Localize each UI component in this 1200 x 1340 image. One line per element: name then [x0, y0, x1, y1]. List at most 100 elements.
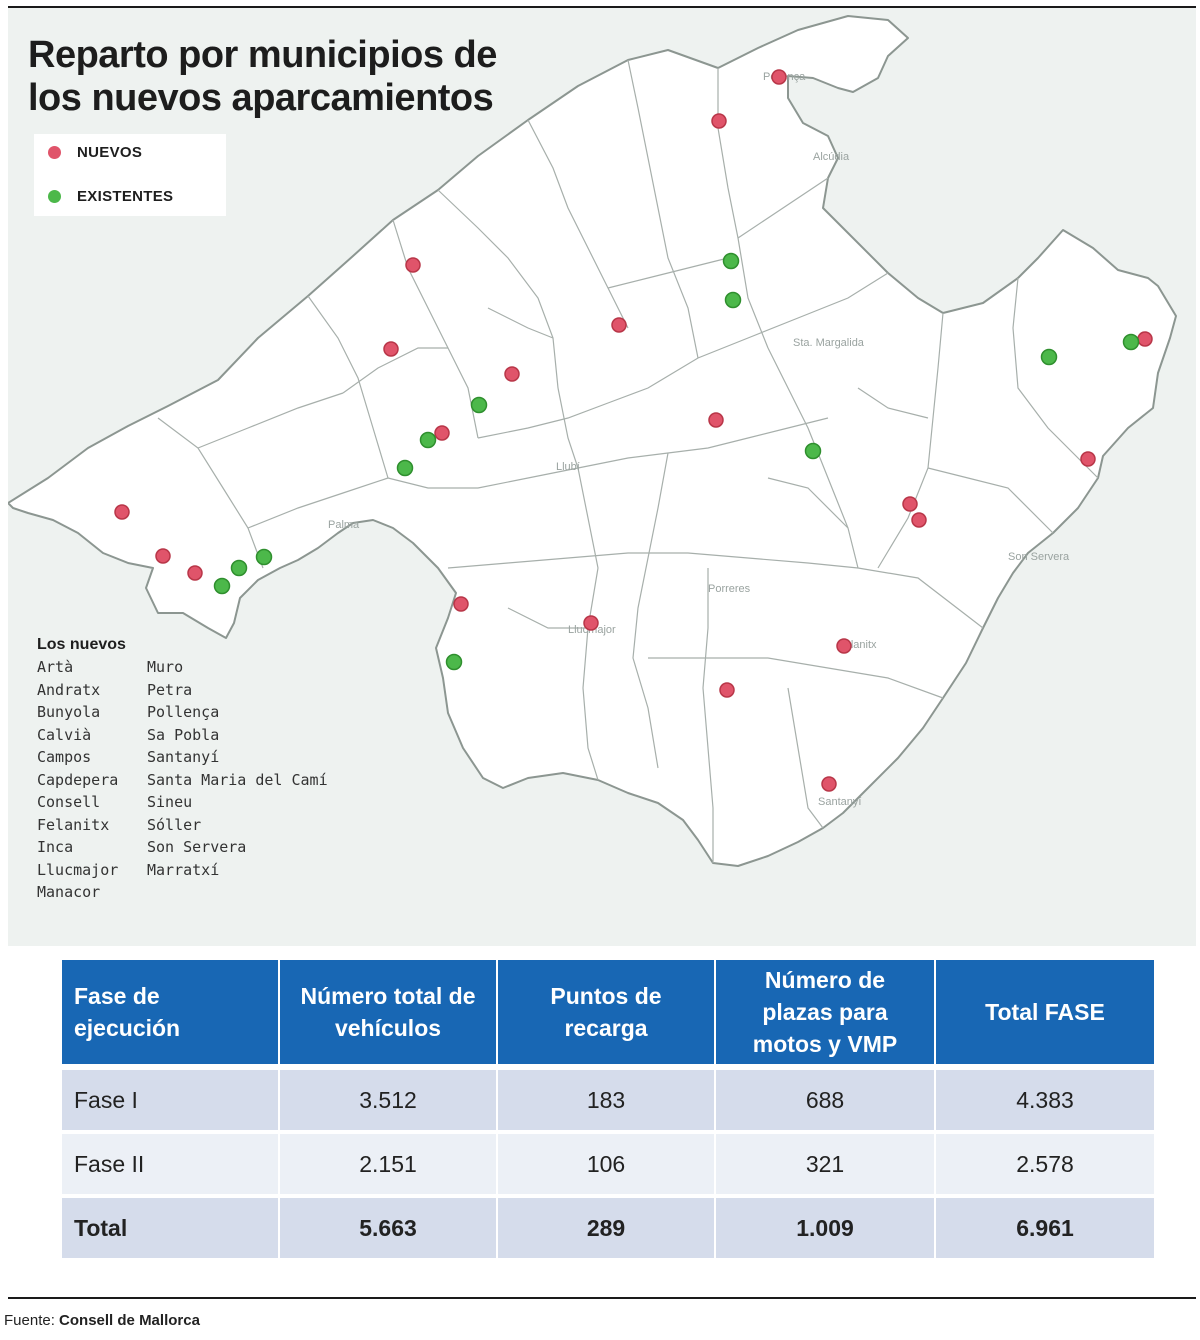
source-label: Fuente: — [4, 1312, 55, 1329]
map-area: Pollença Alcúdia Sta. Margalida Llubí Pa… — [8, 8, 1196, 946]
map-marker-nuevo — [453, 596, 469, 612]
municipality-item: Llucmajor — [37, 860, 119, 879]
table-header-row: Fase de ejecución Número total de vehícu… — [62, 960, 1154, 1070]
map-marker-existente — [255, 548, 273, 566]
municipality-item: Santa Maria del Camí — [147, 770, 328, 789]
map-marker-existente — [470, 396, 488, 414]
table-cell: 321 — [716, 1134, 936, 1198]
municipality-item: Artà — [37, 658, 74, 676]
municipality-item: Sóller — [147, 815, 202, 834]
map-marker-nuevo — [187, 565, 203, 581]
svg-text:Palma: Palma — [328, 519, 360, 531]
svg-text:Llubí: Llubí — [556, 461, 580, 473]
header-vehiculos: Número total de vehículos — [280, 960, 498, 1070]
municipality-item: Bunyola — [37, 703, 101, 721]
map-marker-nuevo — [911, 512, 927, 528]
municipality-item: Consell — [37, 793, 101, 811]
svg-text:Son Servera: Son Servera — [1008, 551, 1070, 563]
legend-label-nuevos: NUEVOS — [77, 143, 143, 161]
new-list-col2: Muro Petra Pollença Sa Pobla Santanyí Sa… — [147, 656, 328, 881]
svg-text:Porreres: Porreres — [708, 583, 751, 595]
municipality-item: Inca — [37, 838, 74, 856]
map-marker-nuevo — [383, 341, 399, 357]
municipality-item: Sineu — [147, 793, 193, 811]
table-cell: 106 — [498, 1134, 716, 1198]
legend-label-existentes: EXISTENTES — [77, 187, 174, 205]
existentes-markers — [213, 252, 1140, 671]
table-cell: Fase II — [62, 1134, 280, 1198]
table-cell: 688 — [716, 1070, 936, 1134]
table-cell: Fase I — [62, 1070, 280, 1134]
map-marker-nuevo — [836, 638, 852, 654]
source-value: Consell de Mallorca — [59, 1312, 200, 1329]
municipality-item: Muro — [147, 658, 184, 676]
map-marker-nuevo — [1080, 451, 1096, 467]
table-cell: 183 — [498, 1070, 716, 1134]
red-dot-icon — [48, 145, 61, 159]
map-marker-nuevo — [771, 69, 787, 85]
table-row-total: Total 5.663 289 1.009 6.961 — [62, 1198, 1154, 1262]
map-marker-nuevo — [583, 615, 599, 631]
map-marker-existente — [396, 459, 414, 477]
svg-text:Alcúdia: Alcúdia — [813, 151, 850, 163]
municipality-item: Felanitx — [37, 815, 110, 834]
map-marker-nuevo — [434, 425, 450, 441]
map-marker-existente — [445, 653, 463, 671]
svg-text:Sta. Margalida: Sta. Margalida — [793, 337, 865, 349]
legend-item-nuevos: NUEVOS — [48, 142, 142, 162]
map-marker-existente — [1122, 333, 1140, 351]
new-list-heading: Los nuevos — [37, 636, 126, 653]
header-plazas-motos: Número de plazas para motos y VMP — [716, 960, 936, 1070]
table-cell: 2.578 — [936, 1134, 1154, 1198]
svg-text:Santanyí: Santanyí — [818, 796, 861, 808]
map-marker-nuevo — [902, 496, 918, 512]
legend-item-existentes: EXISTENTES — [48, 186, 173, 206]
municipality-item: Manacor — [37, 883, 101, 901]
municipality-item: Sa Pobla — [147, 725, 220, 744]
map-marker-existente — [419, 431, 437, 449]
mallorca-map: Pollença Alcúdia Sta. Margalida Llubí Pa… — [8, 15, 1177, 867]
map-marker-existente — [230, 559, 248, 577]
municipality-item: Calvià — [37, 725, 92, 744]
municipality-item: Andratx — [37, 680, 101, 699]
map-marker-existente — [804, 442, 822, 460]
page-title: Reparto por municipios de los nuevos apa… — [28, 34, 497, 119]
table-cell: 5.663 — [280, 1198, 498, 1262]
table-cell: 289 — [498, 1198, 716, 1262]
map-legend: NUEVOS EXISTENTES — [34, 134, 226, 216]
table-cell: 1.009 — [716, 1198, 936, 1262]
new-list-col1: Artà Andratx Bunyola Calvià Campos Capde… — [37, 656, 118, 904]
municipality-item: Santanyí — [147, 748, 220, 766]
map-marker-nuevo — [114, 504, 130, 520]
map-marker-nuevo — [821, 776, 837, 792]
map-marker-existente — [724, 291, 742, 309]
table-cell: 3.512 — [280, 1070, 498, 1134]
map-marker-nuevo — [405, 257, 421, 273]
map-marker-nuevo — [504, 366, 520, 382]
map-marker-existente — [1040, 348, 1058, 366]
map-marker-existente — [213, 577, 231, 595]
map-marker-nuevo — [719, 682, 735, 698]
table-row: Fase I 3.512 183 688 4.383 — [62, 1070, 1154, 1134]
table-cell: 4.383 — [936, 1070, 1154, 1134]
table-cell: 6.961 — [936, 1198, 1154, 1262]
map-marker-nuevo — [155, 548, 171, 564]
table-cell: 2.151 — [280, 1134, 498, 1198]
bottom-rule — [8, 1297, 1196, 1299]
top-rule — [8, 6, 1196, 8]
municipality-item: Son Servera — [147, 838, 247, 856]
map-marker-existente — [722, 252, 740, 270]
island-outline — [8, 15, 1177, 867]
municipality-item: Pollença — [147, 703, 220, 721]
source-credit: Fuente: Consell de Mallorca — [4, 1312, 200, 1329]
parking-phases-table: Fase de ejecución Número total de vehícu… — [62, 960, 1154, 1262]
green-dot-icon — [48, 189, 61, 203]
header-recarga: Puntos de recarga — [498, 960, 716, 1070]
map-marker-nuevo — [708, 412, 724, 428]
map-marker-nuevo — [711, 113, 727, 129]
map-marker-nuevo — [611, 317, 627, 333]
nuevos-markers — [114, 69, 1153, 792]
header-total-fase: Total FASE — [936, 960, 1154, 1070]
municipality-item: Petra — [147, 680, 193, 699]
municipality-item: Marratxí — [147, 860, 220, 879]
